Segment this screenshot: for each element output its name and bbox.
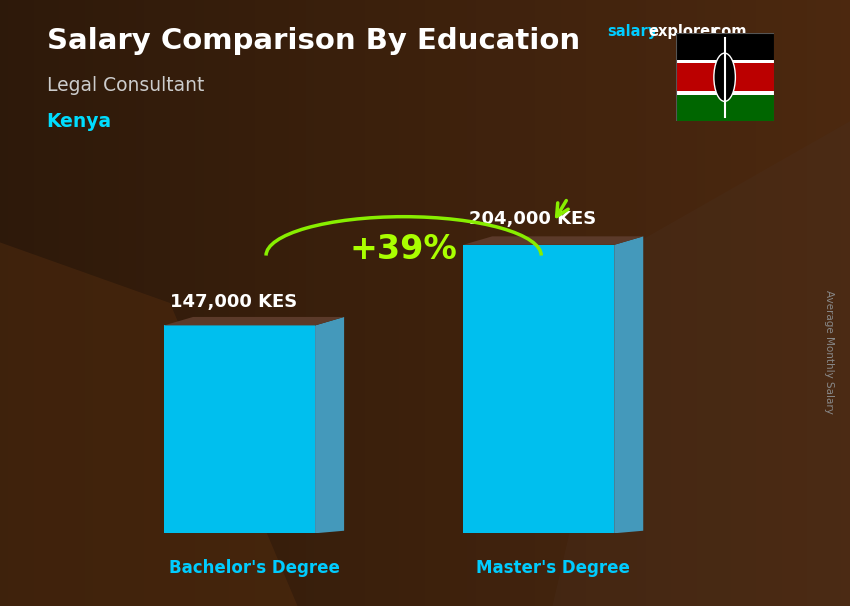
Polygon shape	[676, 63, 774, 92]
Text: 147,000 KES: 147,000 KES	[170, 293, 298, 311]
Text: Kenya: Kenya	[47, 112, 112, 131]
Polygon shape	[552, 121, 850, 606]
Text: salary: salary	[608, 24, 658, 39]
Polygon shape	[676, 95, 774, 121]
Polygon shape	[164, 317, 344, 325]
Polygon shape	[676, 92, 774, 95]
Polygon shape	[463, 245, 615, 533]
Polygon shape	[676, 59, 774, 63]
Polygon shape	[164, 325, 315, 533]
Text: Legal Consultant: Legal Consultant	[47, 76, 204, 95]
Text: Master's Degree: Master's Degree	[476, 559, 630, 577]
Text: explorer: explorer	[649, 24, 718, 39]
Text: .com: .com	[707, 24, 746, 39]
Text: Salary Comparison By Education: Salary Comparison By Education	[47, 27, 580, 55]
Text: Bachelor's Degree: Bachelor's Degree	[168, 559, 339, 577]
Polygon shape	[676, 33, 774, 59]
Text: 204,000 KES: 204,000 KES	[469, 210, 597, 228]
Text: +39%: +39%	[349, 233, 457, 266]
Polygon shape	[615, 236, 643, 533]
Text: Average Monthly Salary: Average Monthly Salary	[824, 290, 834, 413]
Polygon shape	[315, 317, 344, 533]
Ellipse shape	[714, 53, 735, 101]
Polygon shape	[0, 242, 298, 606]
Polygon shape	[463, 236, 643, 245]
